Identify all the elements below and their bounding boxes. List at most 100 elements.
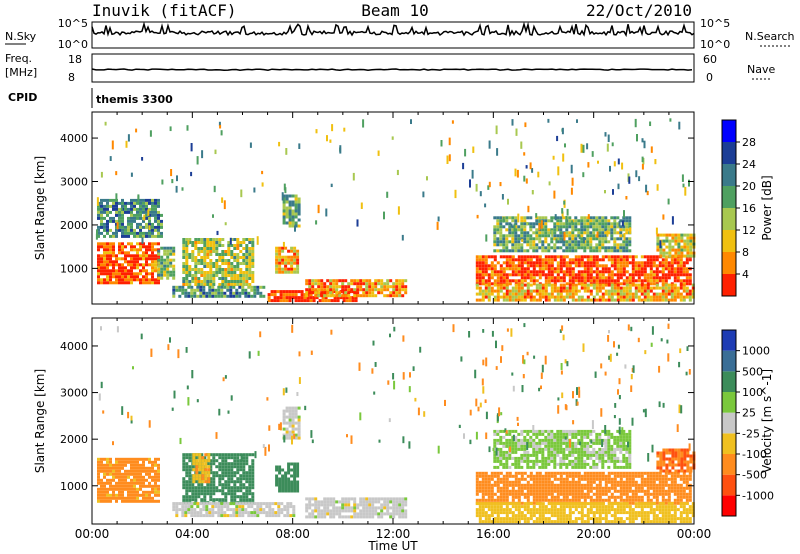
power-cell [571, 222, 575, 226]
power-cell [637, 286, 641, 290]
power-cell [686, 245, 690, 249]
power-cell [142, 198, 145, 202]
power-cell [493, 216, 497, 220]
velocity-cell [347, 509, 351, 513]
power-cell [206, 274, 210, 277]
power-cell [487, 185, 490, 190]
velocity-cell [314, 500, 318, 504]
power-cell [592, 270, 596, 274]
velocity-cell [251, 486, 255, 490]
velocity-cell [297, 406, 301, 410]
velocity-cell [505, 477, 509, 481]
power-cell [148, 263, 151, 267]
power-cell [574, 298, 578, 302]
velocity-cell [287, 465, 291, 469]
power-cell [658, 298, 662, 302]
power-cell [279, 293, 283, 297]
power-cell [541, 240, 545, 244]
power-cell [610, 273, 614, 277]
velocity-cell [586, 477, 590, 481]
power-cell [619, 237, 623, 241]
velocity-cell [538, 471, 542, 475]
velocity-cell [106, 493, 109, 497]
velocity-cell [195, 468, 199, 472]
power-cell [106, 257, 109, 261]
velocity-cell [589, 471, 593, 475]
power-cell [124, 272, 127, 276]
power-cell [127, 207, 130, 211]
velocity-cell [109, 484, 112, 488]
power-cell [652, 261, 656, 265]
power-cell [493, 270, 497, 274]
power-cell [182, 256, 186, 259]
velocity-cell [201, 474, 205, 478]
power-cell [212, 214, 214, 218]
power-cell [550, 258, 554, 262]
velocity-cell [505, 444, 509, 448]
power-cell [97, 257, 100, 261]
velocity-cell [643, 483, 647, 487]
velocity-cell [607, 474, 611, 478]
power-cell [157, 210, 160, 214]
velocity-cell [190, 514, 194, 518]
velocity-cell [511, 489, 515, 493]
velocity-cell [130, 481, 133, 485]
power-cell [218, 283, 222, 286]
velocity-cell [323, 515, 327, 519]
power-cell [154, 198, 157, 202]
power-cell [352, 172, 355, 181]
power-cell [181, 285, 185, 289]
velocity-cell [532, 501, 536, 505]
power-cell [106, 228, 109, 232]
power-cell [679, 295, 683, 299]
power-cell [547, 267, 551, 271]
power-cell [145, 201, 148, 205]
velocity-cell [148, 469, 151, 473]
velocity-cell [201, 465, 205, 469]
velocity-cell [103, 484, 106, 488]
power-cell [484, 203, 487, 208]
power-cell [580, 243, 584, 247]
velocity-cell [577, 483, 581, 487]
velocity-cell [251, 462, 255, 466]
power-cell [233, 256, 237, 259]
power-cell [559, 216, 563, 220]
power-cell [499, 279, 503, 283]
velocity-cell [535, 471, 539, 475]
velocity-cell [475, 474, 479, 478]
power-cell [267, 293, 271, 297]
velocity-cell [251, 453, 255, 457]
power-cell [604, 228, 608, 232]
velocity-cell [565, 483, 569, 487]
power-cell [242, 283, 246, 286]
velocity-cell [148, 484, 151, 488]
velocity-cell [188, 498, 192, 502]
velocity-cell [496, 429, 500, 433]
power-cell [209, 283, 213, 286]
power-cell [628, 261, 632, 265]
power-cell [338, 279, 342, 283]
velocity-cell [377, 497, 381, 501]
power-cell [580, 246, 584, 250]
power-cell [507, 198, 509, 205]
power-cell [607, 273, 611, 277]
velocity-cell [235, 511, 239, 515]
velocity-cell [275, 468, 279, 472]
power-cell [571, 243, 575, 247]
power-cell [589, 255, 593, 259]
power-cell [241, 291, 245, 295]
power-cell [203, 247, 207, 250]
power-cell [643, 270, 647, 274]
velocity-cell [227, 492, 231, 496]
power-cell [688, 279, 692, 283]
power-cell [261, 182, 264, 187]
velocity-cell [282, 415, 286, 419]
power-cell [154, 269, 157, 273]
velocity-cell [685, 492, 689, 496]
power-cell [109, 245, 112, 249]
velocity-cell [284, 480, 288, 484]
power-cell [547, 279, 551, 283]
velocity-cell [610, 477, 614, 481]
power-cell [499, 264, 503, 268]
power-cell [163, 246, 167, 250]
